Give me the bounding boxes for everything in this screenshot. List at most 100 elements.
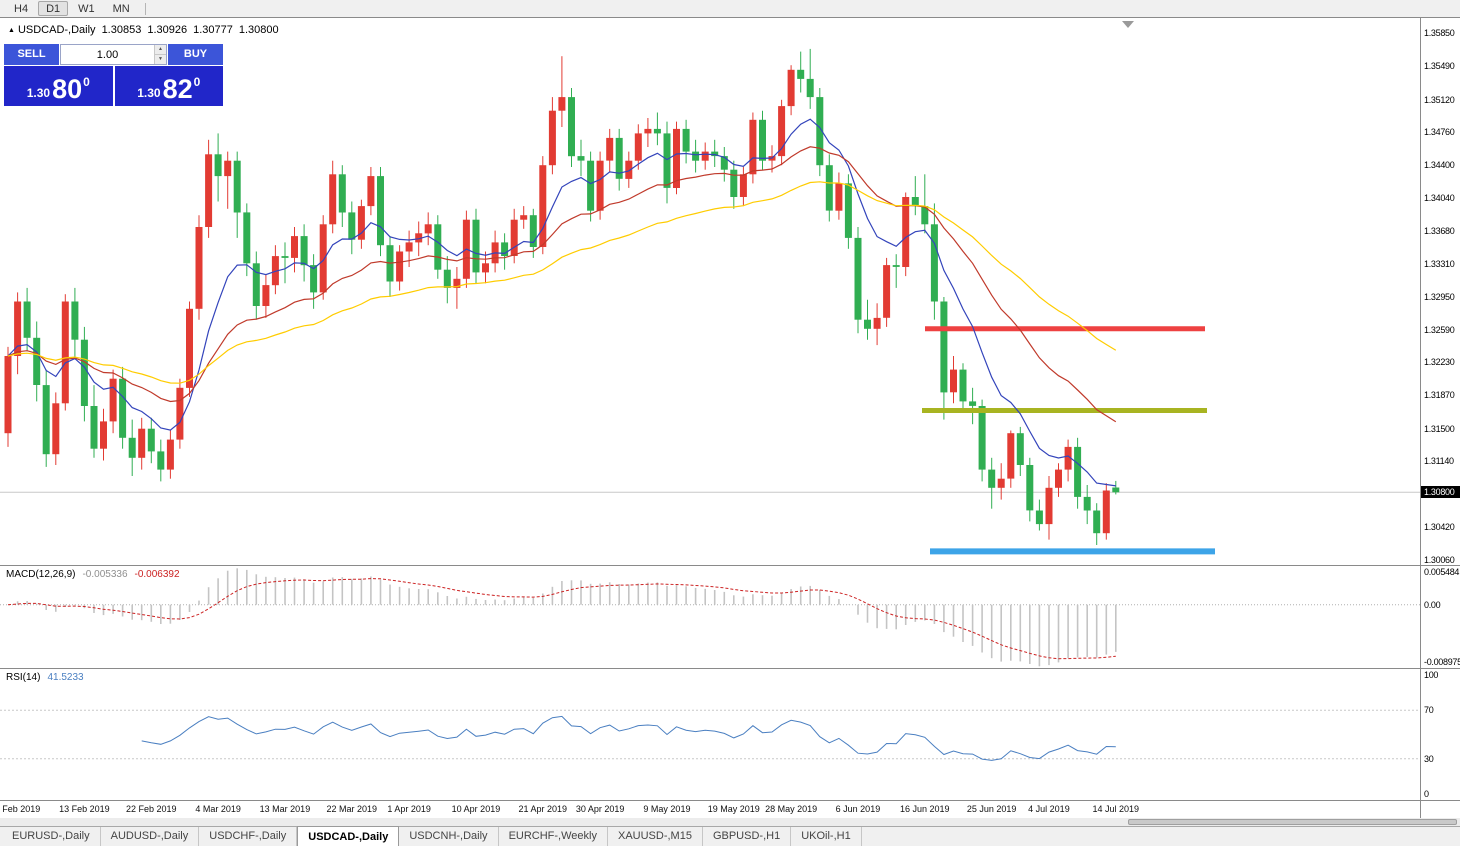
timeframe-button-h4[interactable]: H4 [14,3,29,15]
ohlc-open: 1.30853 [101,24,142,36]
chart-tab-usdcnh-daily[interactable]: USDCNH-,Daily [399,827,499,846]
price-axis-tick: 1.35850 [1424,28,1455,39]
chart-tab-usdcad-daily[interactable]: USDCAD-,Daily [297,826,400,846]
sell-button[interactable]: SELL [4,44,59,65]
ohlc-low: 1.30777 [193,24,233,36]
chart-tab-usdchf-daily[interactable]: USDCHF-,Daily [199,827,298,846]
macd-axis-label: 0.00 [1424,599,1441,610]
date-axis-label: 21 Apr 2019 [518,804,568,814]
rsi-axis-label: 100 [1424,670,1439,680]
buy-button[interactable]: BUY [168,44,223,65]
chart-tab-eurusd-daily[interactable]: EURUSD-,Daily [2,827,101,846]
rsi-axis-label: 30 [1424,753,1434,764]
chart-tab-xauusd-m15[interactable]: XAUUSD-,M15 [608,827,703,846]
date-axis-label: 28 May 2019 [765,804,818,814]
buy-price-pips: 82 [162,74,193,104]
price-axis-tick: 1.35490 [1424,61,1455,72]
date-axis-corner [1420,801,1460,818]
price-plot: ▲ USDCAD-,Daily 1.30853 1.30926 1.30777 … [0,18,1420,565]
buy-price-main: 1.30 [137,86,161,100]
macd-axis-label: -0.008975 [1424,657,1460,667]
volume-decrease-button[interactable]: ▼ [155,55,166,64]
price-axis-tick: 1.32950 [1424,291,1455,302]
date-axis-label: 9 May 2019 [643,804,691,814]
price-axis: 1.35850 1.35490 1.35120 1.34760 1.34400 1.340… [1420,18,1460,565]
current-price-badge: 1.30800 [1421,486,1460,499]
chart-tab-ukoil-h1[interactable]: UKOil-,H1 [791,827,862,846]
macd-panel: MACD(12,26,9) -0.005336 -0.006392 0.0054… [0,565,1460,668]
timeframe-buttons: H4 D1 W1 MN [6,1,138,16]
price-axis-tick: 1.33680 [1424,225,1455,236]
date-axis-label: 30 Apr 2019 [575,804,625,814]
rsi-header: RSI(14) 41.5233 [6,672,84,683]
rsi-axis-label: 0 [1424,789,1429,799]
macd-plot: MACD(12,26,9) -0.005336 -0.006392 [0,566,1420,668]
date-axis-label: 19 May 2019 [707,804,760,814]
macd-label: MACD(12,26,9) [6,569,76,580]
date-axis-label: 4 Jul 2019 [1028,804,1070,814]
chart-tab-eurchf-weekly[interactable]: EURCHF-,Weekly [499,827,608,846]
date-axis-label: 14 Jul 2019 [1092,804,1140,814]
toolbar-separator [144,2,146,15]
scrollbar-thumb[interactable] [1128,819,1457,825]
chart-title: ▲ USDCAD-,Daily 1.30853 1.30926 1.30777 … [8,24,279,36]
chart-tab-bar: EURUSD-,Daily AUDUSD-,Daily USDCHF-,Daily U… [0,826,1460,846]
timeframe-button-mn[interactable]: MN [112,3,130,15]
price-axis-tick: 1.34400 [1424,160,1455,171]
date-axis-label: 4 Mar 2019 [195,804,241,814]
buy-price-point: 0 [193,75,201,89]
sell-price-pips: 80 [52,74,83,104]
one-click-trading-panel: SELL ▲ ▼ BUY 1.30 80 [4,44,223,106]
price-axis-tick: 1.32590 [1424,324,1455,335]
date-axis-label: 22 Mar 2019 [326,804,378,814]
macd-header: MACD(12,26,9) -0.005336 -0.006392 [6,569,180,580]
candlestick-chart[interactable] [0,18,1420,565]
macd-main-value: -0.005336 [82,569,128,580]
rsi-axis-label: 70 [1424,705,1434,716]
macd-axis-label: 0.005484 [1424,567,1460,577]
sell-price-main: 1.30 [26,86,51,100]
date-axis-label: 13 Feb 2019 [59,804,110,814]
rsi-plot: RSI(14) 41.5233 [0,669,1420,800]
date-axis-label: 10 Apr 2019 [451,804,501,814]
chart-tab-gbpusd-h1[interactable]: GBPUSD-,H1 [703,827,792,846]
buy-price-button[interactable]: 1.30 82 0 [114,66,223,106]
date-axis-label: 13 Mar 2019 [259,804,311,814]
volume-increase-button[interactable]: ▲ [155,45,166,55]
volume-field: ▲ ▼ [60,44,167,65]
rsi-value: 41.5233 [47,672,84,683]
horizontal-scrollbar[interactable] [0,818,1460,826]
chart-window: ▲ USDCAD-,Daily 1.30853 1.30926 1.30777 … [0,17,1460,818]
symbol-direction-icon: ▲ [8,26,15,34]
price-axis-tick: 1.31140 [1424,456,1454,467]
timeframe-toolbar: H4 D1 W1 MN [0,0,1460,17]
price-axis-tick: 1.30420 [1424,521,1455,532]
price-axis-tick: 1.35120 [1424,94,1455,105]
price-axis-tick: 1.33310 [1424,259,1455,270]
macd-axis: 0.005484 0.00 -0.008975 [1420,566,1460,668]
date-axis-label: 16 Jun 2019 [900,804,950,814]
date-axis-panel: 4 Feb 2019 13 Feb 2019 22 Feb 2019 4 Mar 20… [0,800,1460,818]
price-axis-tick: 1.31500 [1424,423,1455,434]
price-axis-tick: 1.32230 [1424,357,1455,368]
sell-price-point: 0 [83,75,90,89]
price-panel: ▲ USDCAD-,Daily 1.30853 1.30926 1.30777 … [0,18,1460,565]
rsi-label: RSI(14) [6,672,41,683]
sell-price-button[interactable]: 1.30 80 0 [4,66,113,106]
volume-input[interactable] [61,45,154,64]
macd-signal-value: -0.006392 [134,569,180,580]
volume-spinner: ▲ ▼ [154,45,166,64]
timeframe-button-w1[interactable]: W1 [78,3,95,15]
date-axis-label: 22 Feb 2019 [125,804,177,814]
chart-tab-audusd-daily[interactable]: AUDUSD-,Daily [101,827,200,846]
rsi-panel: RSI(14) 41.5233 100 70 30 0 [0,668,1460,800]
timeframe-button-d1[interactable]: D1 [38,1,69,16]
price-axis-tick: 1.34760 [1424,127,1455,138]
chart-symbol-label: USDCAD-,Daily [17,24,96,36]
date-axis: 4 Feb 2019 13 Feb 2019 22 Feb 2019 4 Mar 20… [0,801,1420,818]
date-axis-label: 1 Apr 2019 [387,804,431,814]
date-axis-label: 4 Feb 2019 [0,804,41,814]
ohlc-close: 1.30800 [238,24,279,36]
price-axis-tick: 1.30060 [1424,554,1455,565]
